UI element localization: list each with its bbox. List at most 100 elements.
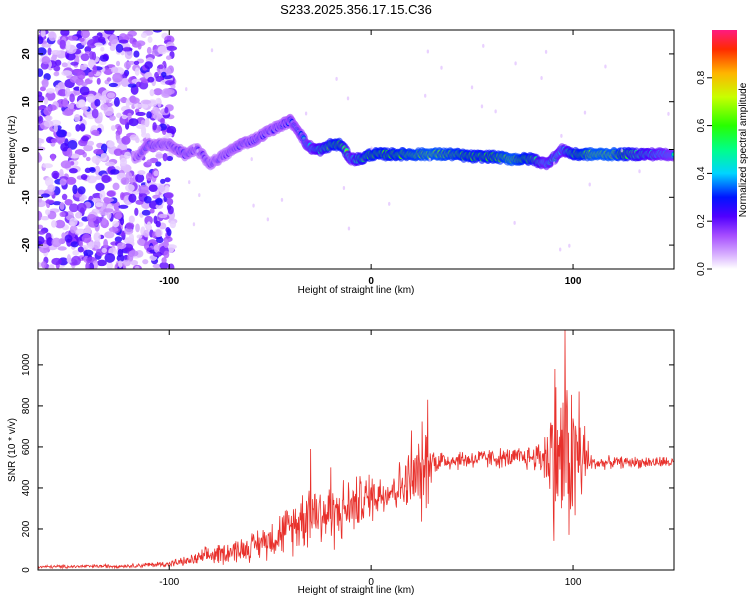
noise-blob (155, 204, 164, 210)
noise-blob (68, 103, 75, 110)
spectrogram-xlabel: Height of straight line (km) (298, 285, 415, 296)
noise-blob (103, 196, 110, 203)
noise-blob (38, 94, 45, 102)
noise-blob (91, 108, 99, 119)
faint-speckle (280, 197, 284, 202)
noise-blob (164, 80, 175, 86)
faint-speckle (250, 157, 253, 162)
spectrogram-ytick-label: -20 (21, 237, 32, 252)
noise-blob (164, 106, 169, 114)
noise-blob (164, 177, 171, 183)
spectrogram-ytick-label: 10 (21, 96, 32, 108)
noise-blob (99, 54, 109, 62)
noise-blob (43, 96, 49, 105)
faint-speckle (482, 43, 485, 48)
noise-blob (143, 196, 152, 204)
noise-blob (141, 209, 151, 216)
noise-blob (127, 112, 132, 119)
noise-blob (41, 261, 47, 269)
snr-xtick-label: 100 (565, 577, 582, 588)
noise-blob (38, 152, 41, 163)
noise-blob (72, 184, 78, 195)
noise-blob (51, 237, 62, 248)
noise-blob (51, 257, 62, 266)
snr-ytick-label: 600 (21, 438, 32, 455)
noise-blob (146, 111, 152, 119)
noise-blob (127, 83, 137, 88)
noise-blob (110, 125, 116, 131)
noise-blob (122, 259, 131, 267)
snr-ylabel: SNR (10 * v/v) (7, 418, 18, 482)
noise-blob (70, 241, 79, 248)
noise-blob (87, 241, 95, 250)
noise-blob (141, 132, 148, 138)
faint-speckle (544, 49, 548, 54)
snr-frame (37, 329, 675, 571)
noise-blob (133, 60, 140, 65)
noise-blob (125, 171, 133, 180)
noise-blob (119, 192, 125, 201)
noise-blob (47, 47, 52, 56)
noise-blob (65, 40, 71, 51)
noise-blob (100, 152, 107, 162)
noise-blob (163, 239, 169, 248)
noise-blob (61, 70, 73, 77)
noise-blob (130, 260, 139, 266)
snr-panel: -100 0 100 0 200 400 600 800 1000 Height of str… (7, 329, 675, 596)
noise-blob (110, 169, 120, 175)
noise-blob (78, 240, 84, 247)
noise-blob (80, 30, 90, 39)
noise-blob (43, 107, 52, 116)
noise-blob (138, 184, 150, 194)
noise-blob (140, 99, 152, 105)
noise-blob (113, 97, 120, 107)
noise-blob (43, 120, 54, 128)
noise-blob (92, 64, 97, 75)
colorbar-ticks: 0.0 0.2 0.4 0.6 0.8 (696, 70, 712, 276)
noise-blob (135, 136, 140, 144)
noise-blob (50, 153, 56, 162)
noise-blob (146, 159, 153, 165)
noise-blob (56, 129, 67, 138)
noise-blob (77, 81, 88, 87)
noise-blob (125, 98, 130, 109)
noise-blob (153, 170, 159, 177)
noise-blob (128, 193, 137, 203)
noise-blob (80, 53, 90, 62)
faint-speckle (266, 217, 270, 222)
noise-blob (116, 112, 122, 118)
noise-blob (50, 49, 62, 55)
noise-blob (103, 68, 113, 75)
faint-speckle (347, 226, 351, 231)
noise-blob (113, 201, 121, 211)
noise-blob (104, 30, 115, 35)
noise-blob (45, 91, 56, 101)
noise-blob (124, 151, 131, 159)
noise-blob (77, 186, 86, 195)
noise-blob (78, 99, 86, 108)
noise-blob (86, 213, 97, 222)
noise-blob (69, 203, 79, 213)
noise-blob (38, 137, 44, 144)
noise-blob (40, 215, 50, 221)
noise-blob (140, 32, 147, 39)
faint-speckle (513, 220, 516, 225)
noise-blob (157, 45, 168, 55)
noise-blob (51, 170, 60, 179)
faint-speckle (424, 93, 427, 98)
colorbar-tick-label: 0.2 (696, 214, 707, 228)
snr-xlabel: Height of straight line (km) (298, 585, 415, 596)
noise-blob (120, 177, 130, 185)
noise-blob (38, 115, 44, 124)
noise-blob (96, 77, 101, 85)
noise-blob (61, 193, 68, 201)
noise-blob (88, 262, 95, 269)
noise-blob (59, 202, 65, 210)
noise-blob (55, 59, 62, 66)
snr-xtick-label: 0 (368, 577, 374, 588)
snr-ytick-label: 200 (21, 520, 32, 537)
noise-blob (114, 236, 123, 243)
snr-ytick-label: 400 (21, 479, 32, 496)
noise-blob (86, 39, 98, 49)
